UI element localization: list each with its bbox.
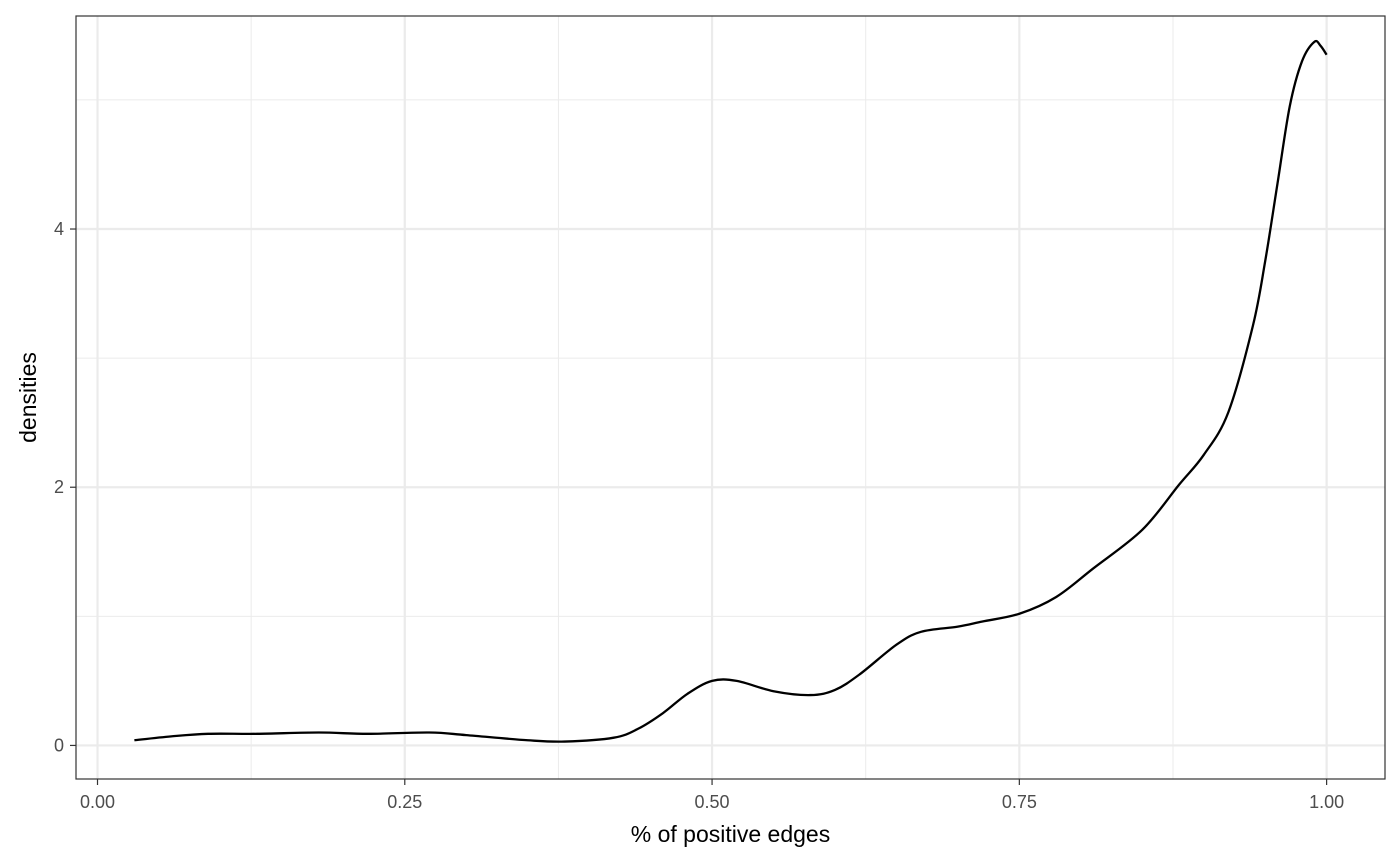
- y-tick-label: 2: [54, 477, 64, 497]
- y-axis-title: densities: [15, 352, 41, 443]
- x-tick-label: 0.50: [695, 792, 730, 812]
- density-series: [134, 39, 1328, 743]
- major-gridlines: [76, 16, 1385, 779]
- y-tick-label: 4: [54, 219, 64, 239]
- plot-panel-border: [75, 15, 1386, 780]
- x-tick-label: 0.00: [80, 792, 115, 812]
- x-tick-label: 1.00: [1309, 792, 1344, 812]
- y-axis-ticks: 0 2 4: [54, 219, 76, 755]
- x-tick-label: 0.25: [387, 792, 422, 812]
- x-axis-ticks: 0.00 0.25 0.50 0.75 1.00: [80, 779, 1344, 812]
- y-tick-label: 0: [54, 735, 64, 755]
- density-line: [134, 39, 1328, 743]
- x-axis-title: % of positive edges: [631, 821, 830, 847]
- x-tick-label: 0.75: [1002, 792, 1037, 812]
- minor-gridlines: [76, 16, 1385, 779]
